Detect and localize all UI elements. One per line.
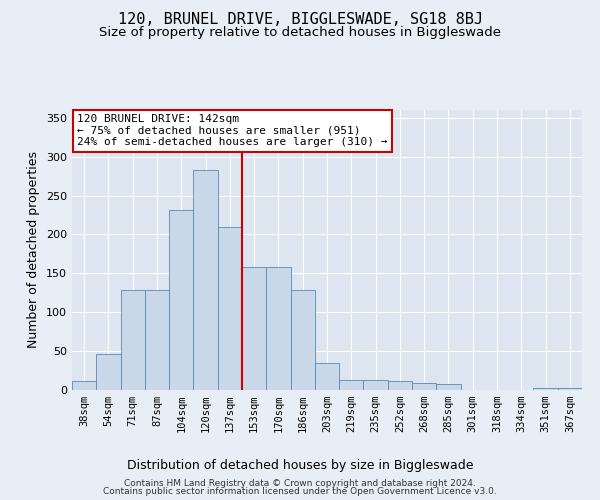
Bar	[533, 388, 558, 390]
Text: Distribution of detached houses by size in Biggleswade: Distribution of detached houses by size …	[127, 460, 473, 472]
Bar	[558, 388, 582, 390]
Text: Contains HM Land Registry data © Crown copyright and database right 2024.: Contains HM Land Registry data © Crown c…	[124, 478, 476, 488]
Bar	[169, 210, 193, 390]
Bar	[145, 290, 169, 390]
Bar	[388, 382, 412, 390]
Text: 120, BRUNEL DRIVE, BIGGLESWADE, SG18 8BJ: 120, BRUNEL DRIVE, BIGGLESWADE, SG18 8BJ	[118, 12, 482, 28]
Bar	[121, 290, 145, 390]
Bar	[193, 170, 218, 390]
Bar	[266, 267, 290, 390]
Bar	[364, 380, 388, 390]
Bar	[96, 354, 121, 390]
Text: Size of property relative to detached houses in Biggleswade: Size of property relative to detached ho…	[99, 26, 501, 39]
Bar	[72, 380, 96, 390]
Bar	[218, 226, 242, 390]
Text: 120 BRUNEL DRIVE: 142sqm
← 75% of detached houses are smaller (951)
24% of semi-: 120 BRUNEL DRIVE: 142sqm ← 75% of detach…	[77, 114, 388, 148]
Text: Contains public sector information licensed under the Open Government Licence v3: Contains public sector information licen…	[103, 487, 497, 496]
Bar	[290, 290, 315, 390]
Y-axis label: Number of detached properties: Number of detached properties	[28, 152, 40, 348]
Bar	[436, 384, 461, 390]
Bar	[242, 267, 266, 390]
Bar	[339, 380, 364, 390]
Bar	[412, 383, 436, 390]
Bar	[315, 363, 339, 390]
